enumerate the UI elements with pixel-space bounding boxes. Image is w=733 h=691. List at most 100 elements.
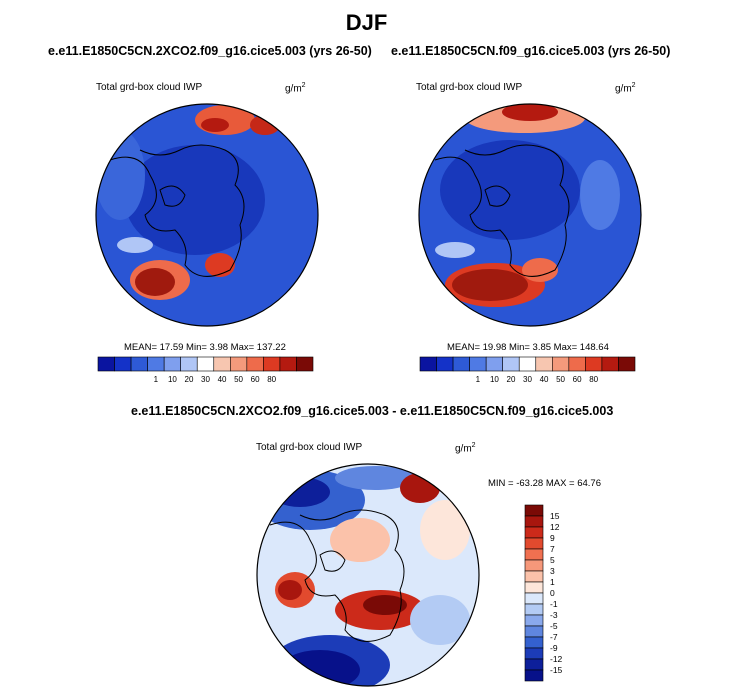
panel-3-colorbar-box (524, 603, 544, 616)
panel-3-west-positive-core (278, 580, 302, 600)
panel-3-south-negative (270, 635, 390, 686)
panel-1-colorbar-tick-label: 40 (217, 375, 227, 384)
panel-3-colorbar-tick-label: -7 (550, 632, 558, 642)
panel-2-north-atlantic-core (502, 104, 558, 121)
panel-3-colorbar-tick-label: 3 (550, 566, 555, 576)
panel-2-colorbar-box (485, 356, 503, 372)
panel-1-north-atlantic-core (201, 118, 229, 132)
panel-3-map-border (256, 463, 480, 687)
panel-1-colorbar-labels: 1 10 20 30 40 50 60 80 (98, 375, 313, 387)
page-title: DJF (345, 10, 388, 35)
panel-3-colorbar-tick-label: -5 (550, 621, 558, 631)
panel-3-colorbar-tick-label: 9 (550, 533, 555, 543)
panel-3-colorbar-tick-label: 5 (550, 555, 555, 565)
panel-3-colorbar-box (524, 515, 544, 528)
panel-1-north-atlantic-high (195, 105, 255, 135)
panel-2-colorbar-tick-label: 60 (572, 375, 582, 384)
panel-2-units-label: g/m2 (615, 82, 636, 94)
panel-1-colorbar-box (263, 356, 281, 372)
panel-1-colorbar-box (213, 356, 231, 372)
panel-2-stats: MEAN= 19.98 Min= 3.85 Max= 148.64 (447, 342, 609, 353)
panel-2-pacific-core (452, 269, 528, 301)
panel-1-low-region (125, 145, 265, 255)
panel-1-stats: MEAN= 17.59 Min= 3.98 Max= 137.22 (124, 342, 286, 353)
panel-2-background-field (419, 104, 641, 326)
panel-2-pale-patch (435, 242, 475, 258)
panel-3-colorbar-box (524, 526, 544, 539)
panel-1-title: e.e11.E1850C5CN.2XCO2.f09_g16.cice5.003 … (48, 44, 372, 58)
panel-3-south-positive (335, 590, 425, 630)
panel-1-colorbar-box (130, 356, 148, 372)
panel-1-variable-label: Total grd-box cloud IWP (96, 82, 203, 93)
panel-2-pacific-high (445, 263, 545, 307)
panel-2-colorbar-tick-label: 20 (506, 375, 516, 384)
panel-2-colorbar-box (552, 356, 570, 372)
panel-1-mid-region (96, 130, 145, 220)
panel-3-colorbar-tick-label: -3 (550, 610, 558, 620)
panel-1-units: g/m (285, 83, 302, 95)
panel-2-variable-label: Total grd-box cloud IWP (416, 82, 523, 93)
panel-2-colorbar-box (601, 356, 619, 372)
panel-3-colorbar-tick-label: 7 (550, 544, 555, 554)
panel-3-colorbar-tick-label: -1 (550, 599, 558, 609)
panel-1-colorbar-tick-label: 60 (250, 375, 260, 384)
panel-1-ne-high (250, 115, 280, 135)
panel-2-pacific-secondary (522, 258, 558, 282)
panel-2-colorbar-tick-label: 80 (589, 375, 599, 384)
panel-3-stats: MIN = -63.28 MAX = 64.76 (488, 478, 602, 489)
panel-3-colorbar-box (524, 592, 544, 605)
panel-1-pacific-secondary (205, 253, 235, 277)
panel-1-colorbar-box (196, 356, 215, 372)
panel-2-colorbar-box (535, 356, 553, 372)
panel-2-colorbar-labels: 1 10 20 30 40 50 60 80 (420, 375, 635, 387)
panel-2-mid-region (580, 160, 620, 230)
panel-3-colorbar-box (524, 636, 544, 649)
panel-3-south-positive-core (363, 595, 407, 615)
panel-1-colorbar-tick-label: 50 (234, 375, 244, 384)
panel-3-colorbar-box (524, 625, 544, 638)
panel-1-colorbar-box (114, 356, 132, 372)
panel-3-units-label: g/m2 (455, 442, 476, 454)
panel-2-colorbar-tick-label: 1 (475, 375, 481, 384)
panel-1-pacific-high (130, 260, 190, 300)
panel-3-colorbar-box (524, 559, 544, 572)
panel-3-colorbar-tick-label: -12 (550, 654, 563, 664)
panel-1-colorbar-box (163, 356, 181, 372)
panel-1-colorbar (97, 356, 314, 372)
panel-2-colorbar-box (518, 356, 537, 372)
panel-3-center-light-positive (330, 518, 390, 562)
panel-1-colorbar-box (147, 356, 165, 372)
panel-1-colorbar-box (296, 356, 314, 372)
panel-2-north-atlantic-high (465, 104, 585, 133)
panel-2-colorbar-box (436, 356, 454, 372)
panel-3-colorbar-box (524, 548, 544, 561)
panel-3-colorbar-tick-label: 0 (550, 588, 555, 598)
panel-3-colorbar-box (524, 669, 544, 682)
panel-3-colorbar-box (524, 614, 544, 627)
panel-1-colorbar-tick-label: 1 (153, 375, 159, 384)
panel-3-colorbar-tick-label: 1 (550, 577, 555, 587)
panel-2-colorbar-box (452, 356, 470, 372)
panel-3-colorbar-tick-label: 12 (550, 522, 560, 532)
panel-2-title: e.e11.E1850C5CN.f09_g16.cice5.003 (yrs 2… (391, 44, 671, 58)
panel-2-colorbar-tick-label: 10 (489, 375, 499, 384)
panel-2-units-superscript: 2 (631, 82, 636, 89)
panel-1-colorbar-tick-label: 10 (167, 375, 177, 384)
panel-1-colorbar-tick-label: 80 (267, 375, 277, 384)
panel-1-colorbar-box (230, 356, 248, 372)
panel-2-low-region (440, 140, 580, 240)
panel-3-colorbar-box (524, 504, 544, 517)
panel-3-north-negative (335, 466, 415, 490)
panel-3-colorbar-labels: 15 12 9 7 5 3 1 0 -1 -3 -5 -7 -9 -12 -15 (550, 505, 580, 681)
panel-1-colorbar-tick-label: 30 (201, 375, 210, 384)
panel-2-colorbar-tick-label: 40 (539, 375, 549, 384)
panel-3-nw-negative-core (270, 477, 330, 507)
panel-3-west-positive (275, 572, 315, 608)
panel-3-title: e.e11.E1850C5CN.2XCO2.f09_g16.cice5.003 … (131, 404, 614, 418)
panel-3-colorbar-box (524, 647, 544, 660)
panel-3-colorbar (524, 504, 544, 682)
panel-2-colorbar-tick-label: 50 (556, 375, 566, 384)
panel-2-colorbar (419, 356, 636, 372)
